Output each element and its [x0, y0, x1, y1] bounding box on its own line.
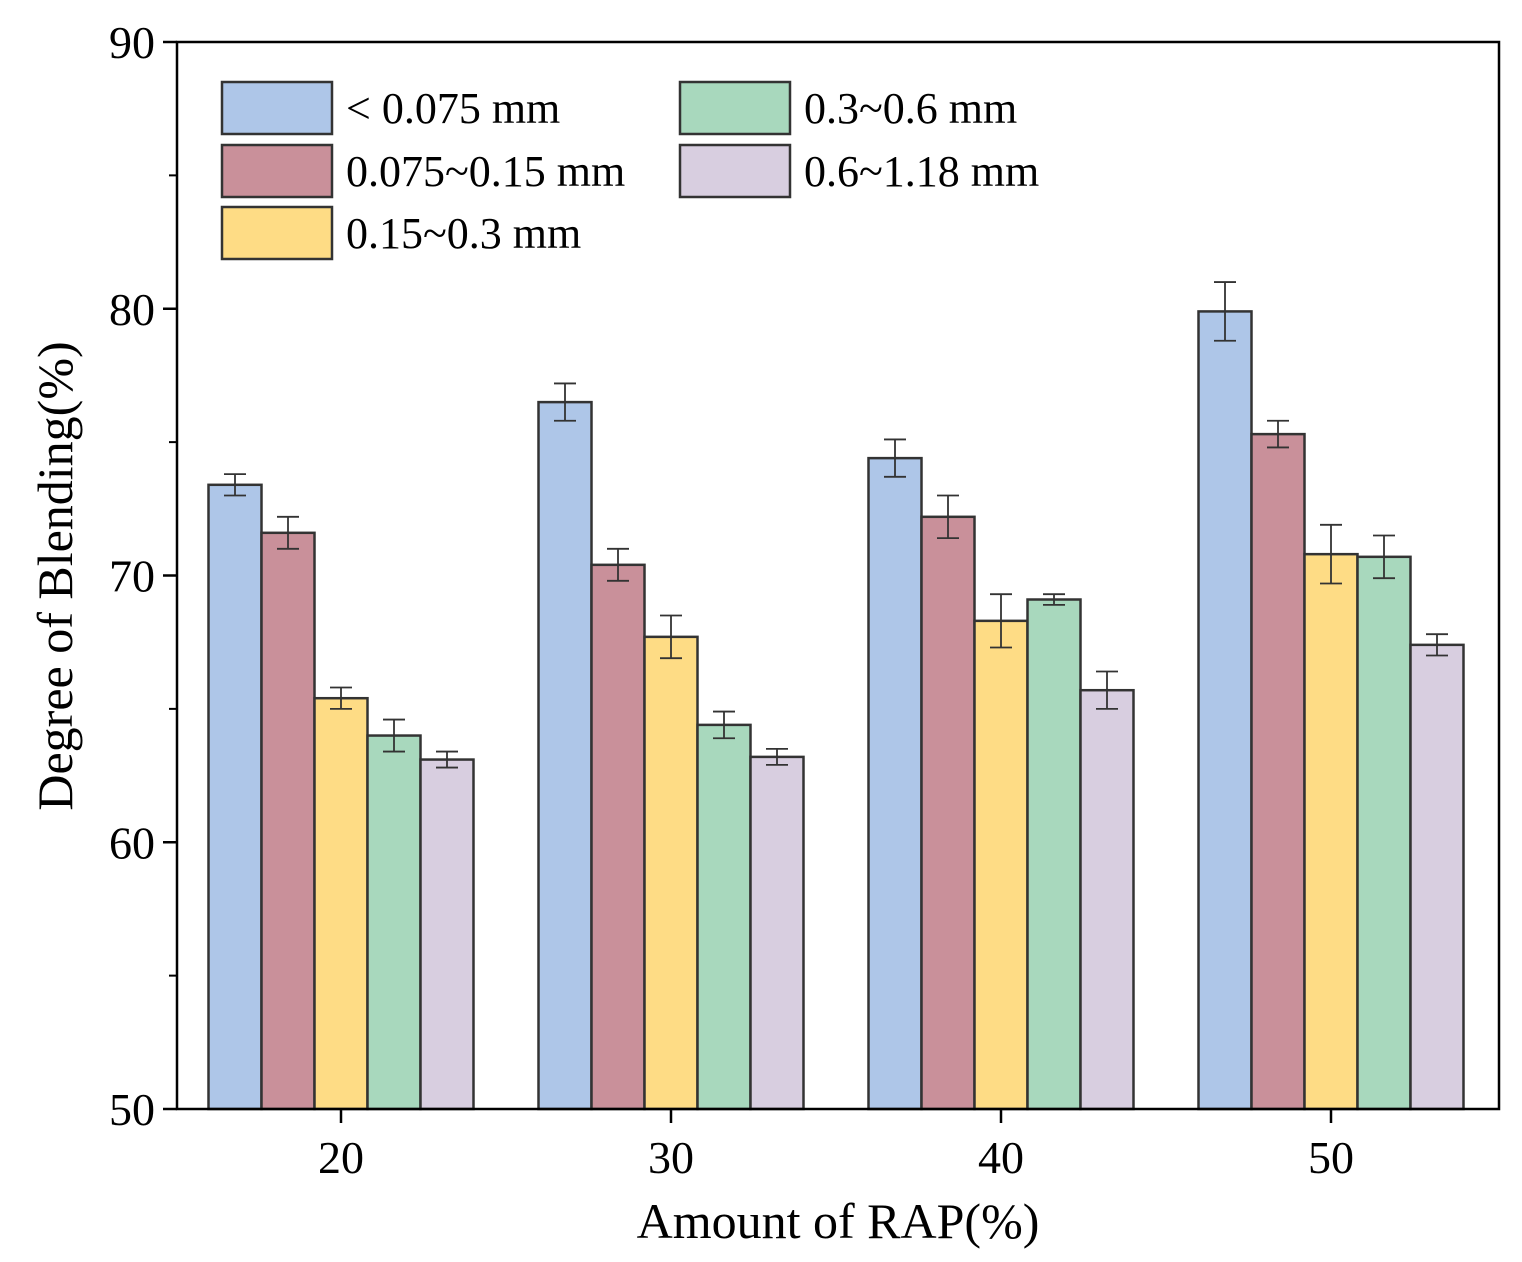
bar [419, 758, 475, 1111]
bar [973, 619, 1029, 1111]
y-tick-label: 80 [109, 284, 155, 335]
legend-label: 0.6~1.18 mm [804, 147, 1039, 196]
bar [1197, 310, 1253, 1111]
legend-label: 0.15~0.3 mm [346, 209, 581, 258]
bar [1303, 552, 1359, 1111]
bar [1356, 555, 1412, 1111]
x-tick-label: 30 [648, 1132, 694, 1183]
y-tick-label: 70 [109, 551, 155, 602]
bar [749, 755, 805, 1111]
legend-swatch [220, 205, 334, 261]
legend-swatch [220, 143, 334, 199]
bar [207, 483, 263, 1111]
legend-label: 0.3~0.6 mm [804, 84, 1017, 133]
x-tick-label: 50 [1308, 1132, 1354, 1183]
bar [590, 563, 646, 1111]
bar [1250, 432, 1306, 1111]
legend-label: < 0.075 mm [346, 84, 560, 133]
x-tick-label: 40 [978, 1132, 1024, 1183]
bar [643, 635, 699, 1111]
bar [696, 723, 752, 1111]
legend-swatch [678, 80, 792, 136]
bar [1026, 598, 1082, 1111]
bar [366, 734, 422, 1111]
bar [1079, 688, 1135, 1111]
y-axis: 50 60 70 80 90 [109, 17, 177, 1135]
bar [537, 400, 593, 1111]
x-tick-label: 20 [318, 1132, 364, 1183]
y-tick-label: 60 [109, 817, 155, 868]
y-tick-label: 50 [109, 1084, 155, 1135]
x-axis-title: Amount of RAP(%) [637, 1193, 1040, 1249]
y-axis-title: Degree of Blending(%) [27, 341, 83, 810]
bar [1409, 643, 1465, 1111]
bar [920, 515, 976, 1111]
y-tick-label: 90 [109, 17, 155, 68]
bar [867, 456, 923, 1111]
bars [207, 281, 1465, 1111]
legend-label: 0.075~0.15 mm [346, 147, 625, 196]
bar [313, 696, 369, 1111]
bar [260, 531, 316, 1111]
x-axis: 20 30 40 50 [318, 1109, 1354, 1183]
legend: < 0.075 mm 0.075~0.15 mm 0.15~0.3 mm 0.3~0.… [220, 80, 1039, 261]
plot-frame [175, 40, 1501, 1111]
legend-swatch [678, 143, 792, 199]
legend-swatch [220, 80, 334, 136]
